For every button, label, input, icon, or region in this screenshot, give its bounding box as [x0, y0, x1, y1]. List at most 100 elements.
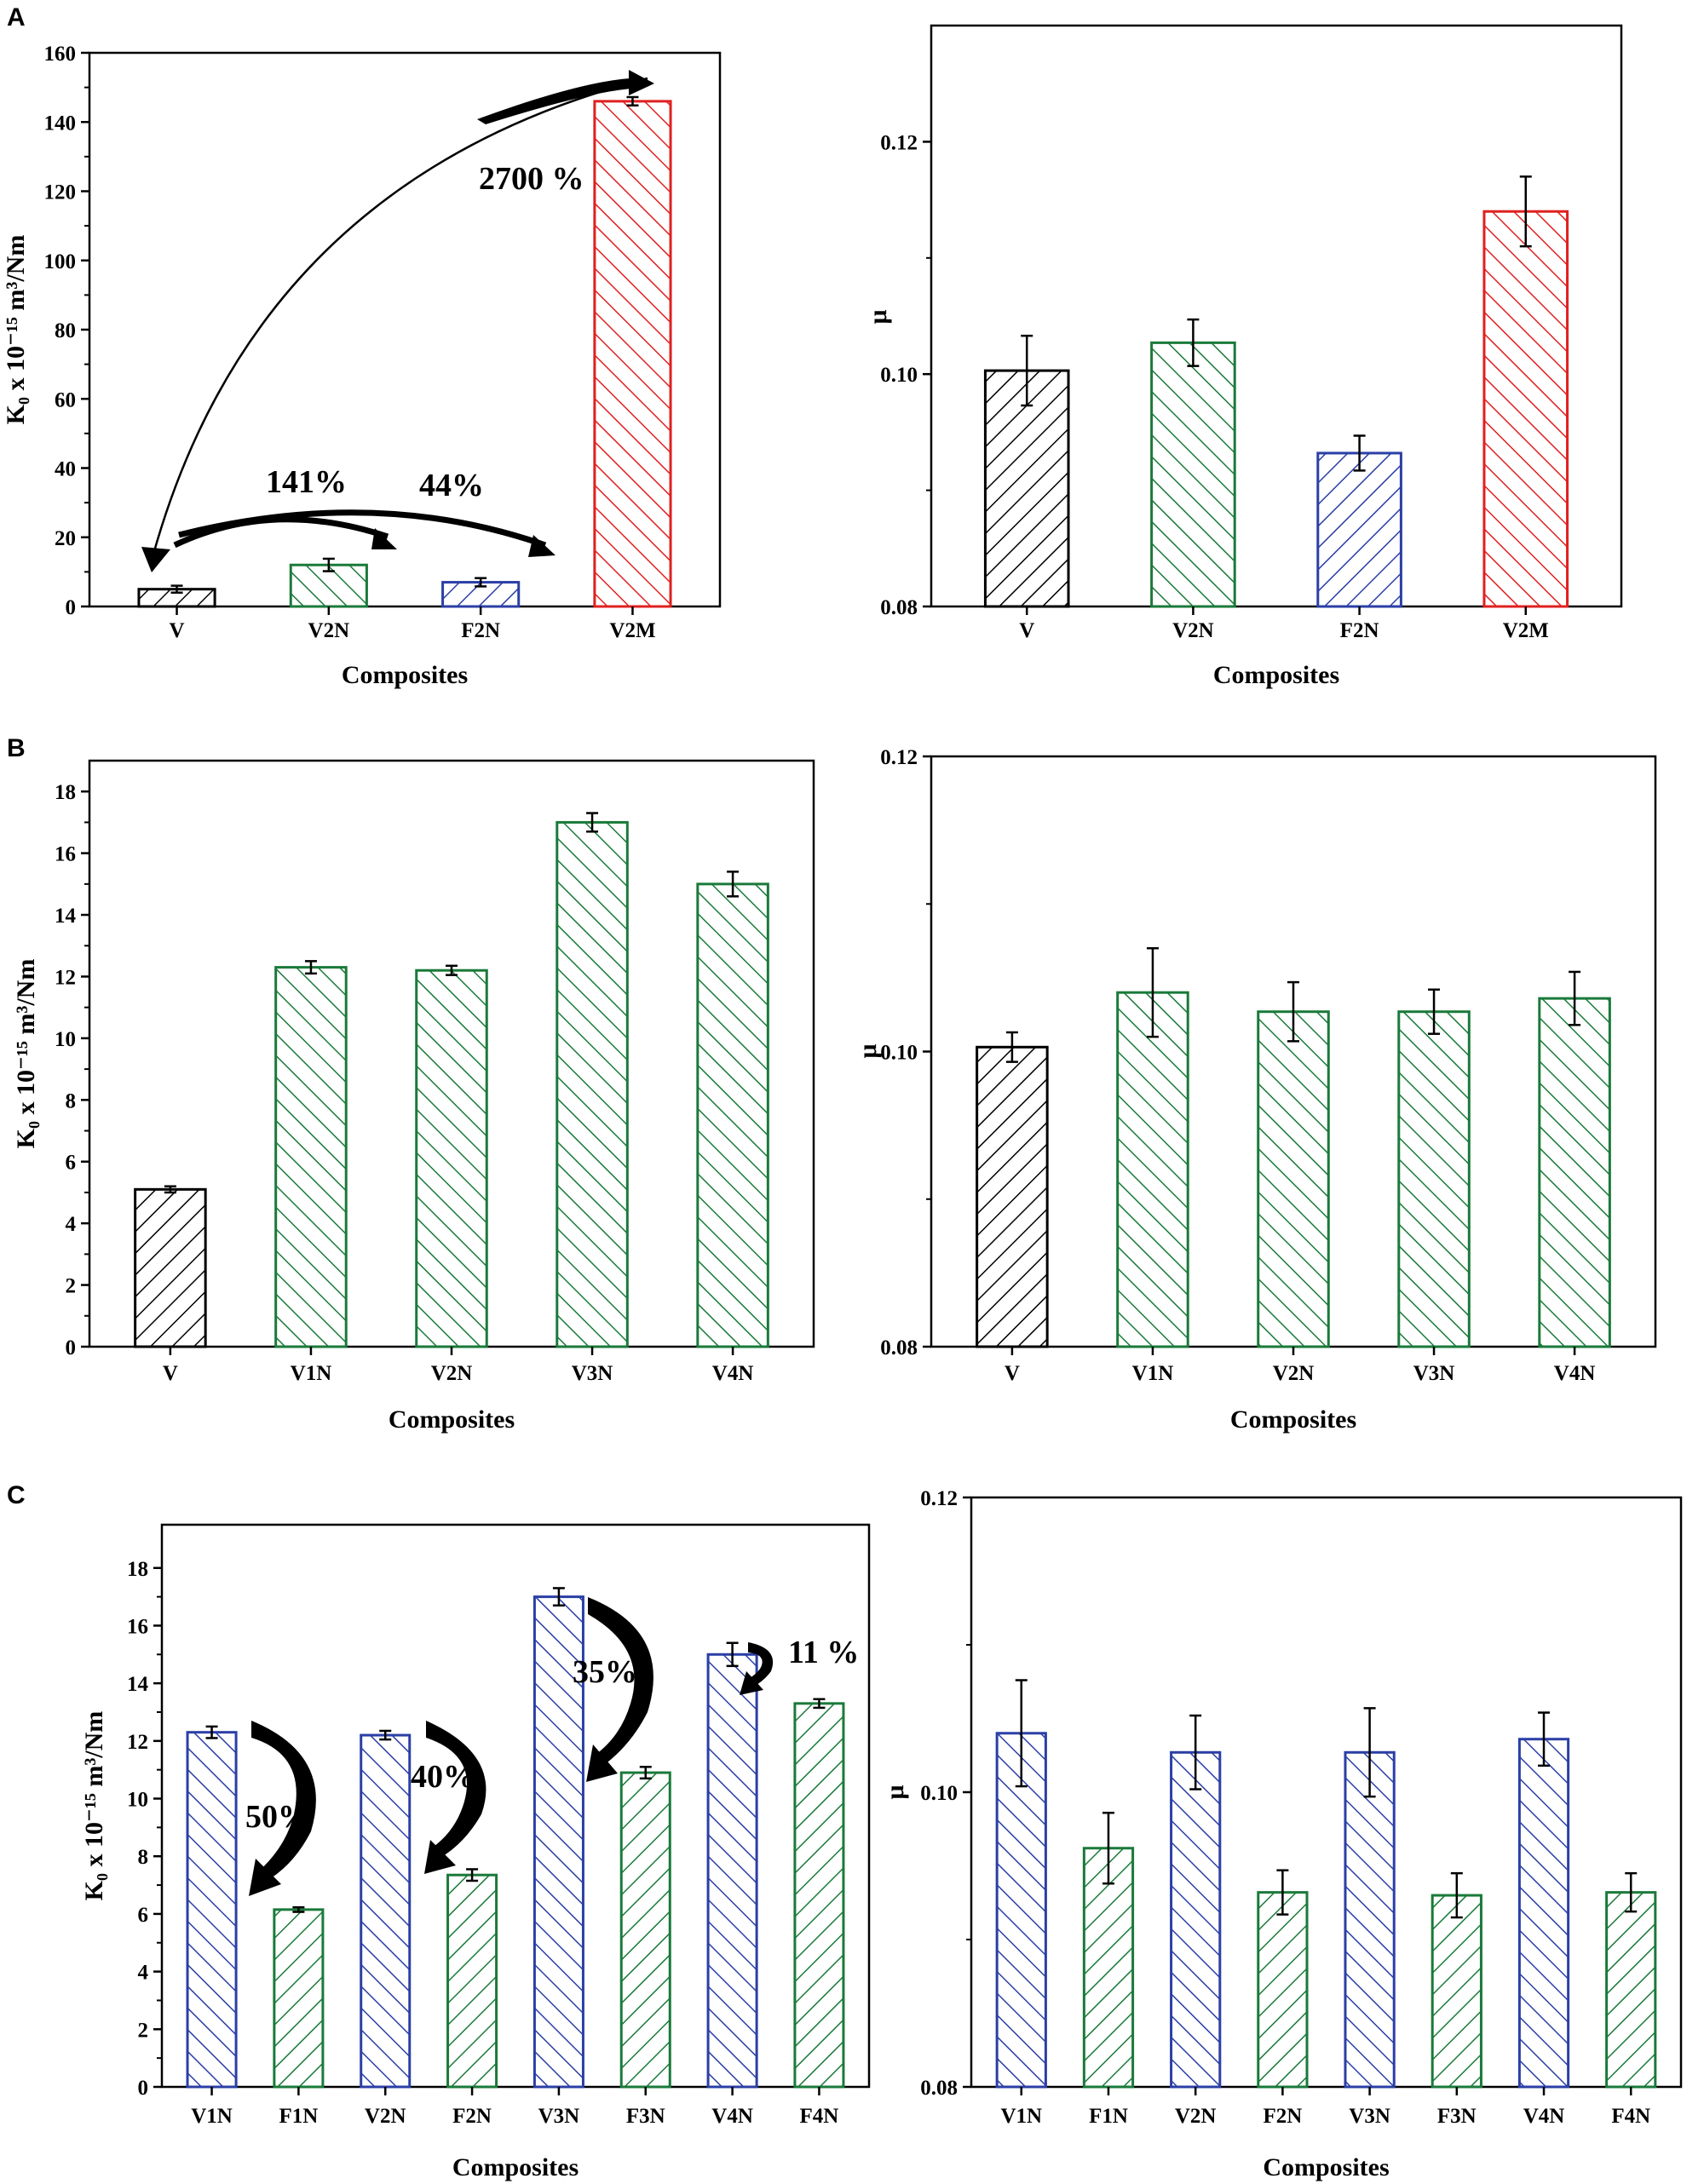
x-tick-label: V3N: [1349, 2105, 1390, 2128]
x-tick-label: F1N: [1089, 2105, 1128, 2128]
x-axis-label: Composites: [1263, 2153, 1389, 2181]
x-tick-label: V4N: [1523, 2105, 1565, 2128]
y-axis-label: μ: [864, 309, 892, 324]
arrow-50: [251, 1721, 316, 1882]
y-tick-label: 140: [44, 112, 77, 135]
x-tick-label: V3N: [1413, 1362, 1455, 1385]
bar: [593, 100, 672, 608]
x-tick-label: V2N: [1273, 1362, 1315, 1385]
y-tick-label: 0: [66, 1336, 77, 1359]
y-tick-label: 12: [127, 1731, 148, 1754]
plot-frame: [970, 1496, 1683, 2089]
x-tick-label: V1N: [1000, 2105, 1042, 2128]
arrow-44-head: [528, 535, 556, 557]
y-tick-label: 10: [55, 1028, 76, 1051]
chart-a-wear-rate: 0 20 40 60 80 100 120 140 160 V V2N F2N V2M Composite…: [2, 43, 722, 689]
y-tick-label: 0.10: [880, 364, 918, 387]
y-tick-label: 8: [66, 1089, 77, 1112]
x-tick-label: F1N: [279, 2105, 318, 2128]
y-tick-label: 16: [55, 843, 76, 866]
x-tick-label: V2N: [431, 1362, 473, 1385]
x-tick-label: V4N: [712, 1362, 754, 1385]
y-tick-label: 6: [138, 1904, 149, 1927]
x-tick-label: V1N: [191, 2105, 233, 2128]
arrow-50-head: [249, 1859, 281, 1896]
bar: [1150, 341, 1236, 608]
y-tick-label: 160: [44, 43, 77, 66]
bar: [273, 1908, 325, 2089]
bar: [1517, 1738, 1570, 2089]
bar: [696, 882, 769, 1348]
arrow-11: [748, 1642, 774, 1687]
y-tick-label: 20: [55, 527, 76, 550]
chart-b-friction: 0.08 0.10 0.12 V V1N V2N V3N V4N Composites μ: [854, 746, 1657, 1434]
annotation-141: 141%: [266, 464, 347, 500]
arrow-35: [588, 1597, 653, 1767]
x-tick-label: V2M: [1503, 619, 1549, 642]
y-tick-label: 0.08: [920, 2077, 958, 2100]
x-tick-label: V: [1019, 619, 1034, 642]
bar: [1257, 1010, 1330, 1348]
y-axis-label: K₀ x 10⁻¹⁵ m³/Nm: [12, 959, 40, 1149]
x-tick-label: V1N: [1132, 1362, 1174, 1385]
annotation-40: 40%: [411, 1759, 475, 1795]
bar: [1257, 1891, 1309, 2089]
y-axis-label: μ: [881, 1785, 909, 1799]
x-axis-label: Composites: [1213, 661, 1339, 689]
x-tick-label: F3N: [1437, 2105, 1477, 2128]
bar: [360, 1733, 412, 2089]
y-axis-label: K₀ x 10⁻¹⁵ m³/Nm: [2, 235, 30, 425]
annotation-50: 50%: [245, 1799, 310, 1835]
y-tick-label: 120: [44, 181, 77, 204]
bar: [556, 820, 629, 1348]
y-tick-label: 14: [55, 905, 77, 928]
x-tick-label: V3N: [538, 2105, 580, 2128]
bar: [446, 1873, 498, 2089]
bar: [1605, 1891, 1657, 2089]
arrow-2700: [150, 77, 648, 561]
x-tick-label: V2M: [609, 619, 655, 642]
chart-c-friction: 0.08 0.10 0.12 V1N F1N V2N F2N V3N F3N V4N F4N Comp…: [881, 1487, 1683, 2181]
y-tick-label: 4: [66, 1213, 77, 1236]
x-tick-label: F2N: [452, 2105, 492, 2128]
x-tick-label: V2N: [365, 2105, 406, 2128]
x-tick-label: V4N: [711, 2105, 753, 2128]
annotation-2700: 2700 %: [479, 161, 584, 197]
y-axis-label: K₀ x 10⁻¹⁵ m³/Nm: [80, 1711, 108, 1901]
arrow-141: [173, 516, 389, 549]
y-tick-label: 0.12: [880, 746, 918, 769]
y-tick-label: 0.10: [920, 1782, 958, 1805]
x-tick-label: V2N: [1172, 619, 1214, 642]
arrow-40: [426, 1721, 486, 1859]
x-axis-label: Composites: [389, 1405, 515, 1434]
y-tick-label: 16: [127, 1615, 148, 1638]
panel-letter-a: A: [7, 3, 26, 32]
y-tick-label: 0.08: [880, 1336, 918, 1359]
arrow-2700-head: [629, 70, 654, 95]
arrow-2700-tail-head: [141, 547, 170, 572]
y-tick-label: 12: [55, 966, 76, 989]
chart-a-friction: 0.08 0.10 0.12 V V2N F2N V2M Composites μ: [864, 24, 1623, 689]
y-tick-label: 0.12: [920, 1487, 958, 1510]
x-tick-label: V4N: [1554, 1362, 1596, 1385]
x-tick-label: V: [1005, 1362, 1020, 1385]
y-tick-label: 40: [55, 458, 76, 481]
y-tick-label: 0.10: [880, 1042, 918, 1065]
x-axis-label: Composites: [452, 2153, 579, 2181]
y-tick-label: 0: [138, 2077, 149, 2100]
chart-c-wear-rate: 0 2 4 6 8 10 12 14 16 18 V1N F1N V2N F2N V3N F3N V4N F4N C…: [80, 1523, 871, 2181]
annotation-35: 35%: [573, 1654, 637, 1690]
bar: [1397, 1010, 1471, 1348]
x-tick-label: F2N: [1263, 2105, 1302, 2128]
bar: [1116, 991, 1189, 1348]
y-tick-label: 10: [127, 1789, 148, 1812]
x-tick-label: F4N: [800, 2105, 839, 2128]
x-axis-label: Composites: [1230, 1405, 1356, 1434]
annotation-11: 11 %: [788, 1635, 859, 1670]
y-tick-label: 60: [55, 388, 76, 411]
x-tick-label: V3N: [572, 1362, 613, 1385]
bar: [134, 1187, 207, 1348]
arrow-44: [178, 509, 547, 549]
y-tick-label: 4: [138, 1962, 149, 1985]
